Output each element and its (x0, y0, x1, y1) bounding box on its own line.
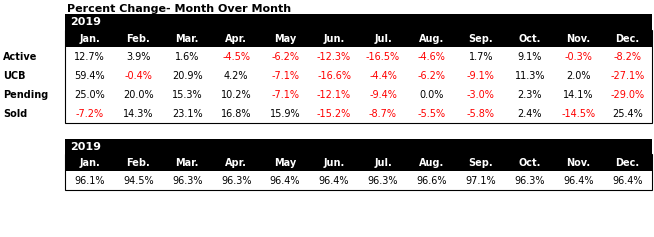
Text: -3.0%: -3.0% (467, 90, 494, 100)
Text: 96.1%: 96.1% (74, 176, 105, 186)
Text: Nov.: Nov. (566, 158, 591, 168)
Text: -4.5%: -4.5% (222, 51, 250, 61)
Text: 59.4%: 59.4% (74, 70, 105, 81)
Text: -29.0%: -29.0% (610, 90, 645, 100)
Text: 9.1%: 9.1% (517, 51, 542, 61)
Text: 96.3%: 96.3% (368, 176, 398, 186)
Text: 97.1%: 97.1% (466, 176, 496, 186)
Text: Apr.: Apr. (225, 33, 247, 44)
Bar (65, 139, 652, 154)
Text: 96.3%: 96.3% (172, 176, 203, 186)
Text: Feb.: Feb. (126, 33, 150, 44)
Text: 15.3%: 15.3% (172, 90, 203, 100)
Text: 14.3%: 14.3% (123, 109, 154, 118)
Text: Jul.: Jul. (374, 158, 392, 168)
Text: -6.2%: -6.2% (271, 51, 299, 61)
Bar (65, 154, 652, 171)
Text: 2019: 2019 (70, 17, 101, 27)
Text: Oct.: Oct. (519, 33, 541, 44)
Text: -7.1%: -7.1% (271, 90, 299, 100)
Text: Active: Active (3, 51, 37, 61)
Text: May: May (274, 33, 296, 44)
Text: -0.4%: -0.4% (124, 70, 152, 81)
Text: UCB: UCB (3, 70, 26, 81)
Text: -14.5%: -14.5% (562, 109, 596, 118)
Text: Dec.: Dec. (615, 158, 640, 168)
Text: Apr.: Apr. (225, 158, 247, 168)
Text: Jan.: Jan. (79, 158, 100, 168)
Text: 1.6%: 1.6% (175, 51, 199, 61)
Text: Mar.: Mar. (176, 158, 199, 168)
Bar (65, 14, 652, 30)
Text: Sep.: Sep. (468, 33, 493, 44)
Text: 96.3%: 96.3% (515, 176, 545, 186)
Text: -5.5%: -5.5% (418, 109, 446, 118)
Text: 96.3%: 96.3% (221, 176, 251, 186)
Text: -15.2%: -15.2% (317, 109, 351, 118)
Text: 25.0%: 25.0% (74, 90, 105, 100)
Text: -9.1%: -9.1% (467, 70, 494, 81)
Text: -16.6%: -16.6% (317, 70, 351, 81)
Text: -7.2%: -7.2% (75, 109, 103, 118)
Text: 11.3%: 11.3% (515, 70, 545, 81)
Text: -0.3%: -0.3% (564, 51, 593, 61)
Text: Sold: Sold (3, 109, 27, 118)
Text: 2019: 2019 (70, 141, 101, 151)
Text: 15.9%: 15.9% (270, 109, 300, 118)
Text: Sep.: Sep. (468, 158, 493, 168)
Text: -7.1%: -7.1% (271, 70, 299, 81)
Text: Aug.: Aug. (419, 33, 445, 44)
Text: Percent Change- Month Over Month: Percent Change- Month Over Month (67, 4, 291, 14)
Text: 1.7%: 1.7% (468, 51, 493, 61)
Text: Jun.: Jun. (324, 33, 345, 44)
Text: 23.1%: 23.1% (172, 109, 203, 118)
Text: Mar.: Mar. (176, 33, 199, 44)
Text: 10.2%: 10.2% (221, 90, 252, 100)
Text: -9.4%: -9.4% (369, 90, 397, 100)
Text: 96.4%: 96.4% (612, 176, 643, 186)
Text: Jul.: Jul. (374, 33, 392, 44)
Bar (65, 154, 652, 190)
Text: 3.9%: 3.9% (126, 51, 150, 61)
Text: Jun.: Jun. (324, 158, 345, 168)
Text: -8.2%: -8.2% (613, 51, 642, 61)
Text: 96.6%: 96.6% (417, 176, 447, 186)
Text: Oct.: Oct. (519, 158, 541, 168)
Text: 16.8%: 16.8% (221, 109, 251, 118)
Text: 96.4%: 96.4% (563, 176, 594, 186)
Text: 2.3%: 2.3% (517, 90, 542, 100)
Text: 2.0%: 2.0% (566, 70, 591, 81)
Text: 25.4%: 25.4% (612, 109, 643, 118)
Text: Pending: Pending (3, 90, 48, 100)
Text: 96.4%: 96.4% (270, 176, 300, 186)
Text: May: May (274, 158, 296, 168)
Text: Dec.: Dec. (615, 33, 640, 44)
Text: 96.4%: 96.4% (318, 176, 349, 186)
Text: 4.2%: 4.2% (224, 70, 249, 81)
Bar (65, 30, 652, 123)
Text: 20.0%: 20.0% (123, 90, 154, 100)
Text: Nov.: Nov. (566, 33, 591, 44)
Text: -27.1%: -27.1% (610, 70, 645, 81)
Text: 14.1%: 14.1% (563, 90, 594, 100)
Bar (65, 30, 652, 47)
Text: -16.5%: -16.5% (366, 51, 400, 61)
Text: Feb.: Feb. (126, 158, 150, 168)
Text: Jan.: Jan. (79, 33, 100, 44)
Text: 12.7%: 12.7% (74, 51, 105, 61)
Text: -4.6%: -4.6% (418, 51, 446, 61)
Text: Aug.: Aug. (419, 158, 445, 168)
Text: -12.1%: -12.1% (317, 90, 351, 100)
Text: -6.2%: -6.2% (418, 70, 446, 81)
Text: -5.8%: -5.8% (467, 109, 495, 118)
Text: -12.3%: -12.3% (317, 51, 351, 61)
Text: 2.4%: 2.4% (517, 109, 542, 118)
Text: -4.4%: -4.4% (369, 70, 397, 81)
Text: 20.9%: 20.9% (172, 70, 203, 81)
Text: 94.5%: 94.5% (123, 176, 154, 186)
Text: 0.0%: 0.0% (420, 90, 444, 100)
Text: -8.7%: -8.7% (369, 109, 397, 118)
